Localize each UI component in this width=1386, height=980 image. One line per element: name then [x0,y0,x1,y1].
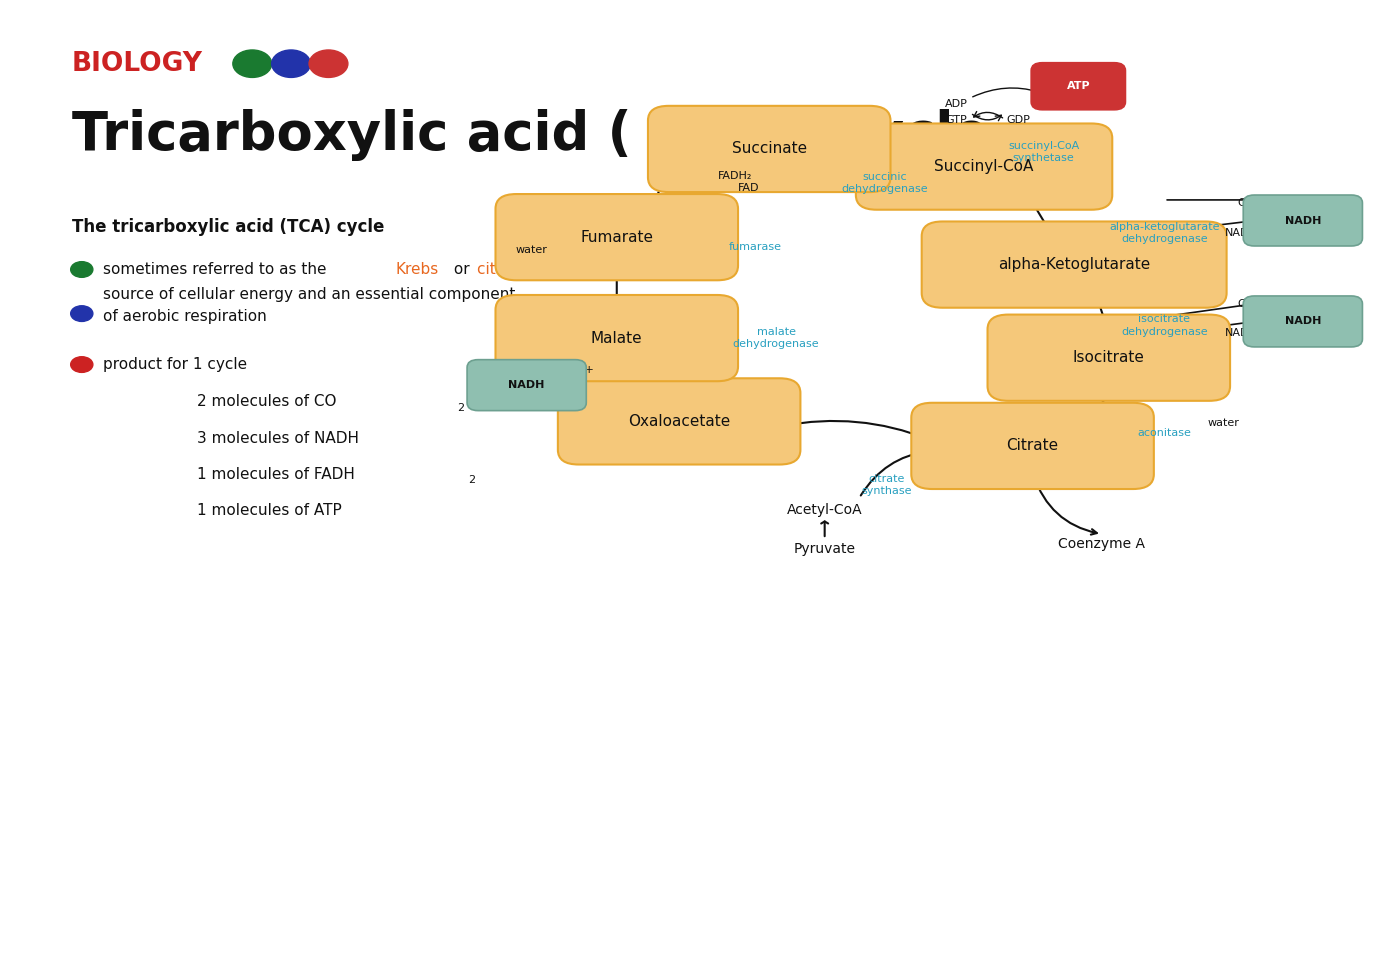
Text: Acetyl-CoA: Acetyl-CoA [787,503,862,516]
Circle shape [309,50,348,77]
Text: succinic
dehydrogenase: succinic dehydrogenase [841,172,927,194]
Text: Tricarboxylic acid (: Tricarboxylic acid ( [72,109,632,162]
Text: NADH: NADH [509,380,545,390]
FancyBboxPatch shape [467,360,586,411]
Text: alpha-Ketoglutarate: alpha-Ketoglutarate [998,257,1150,272]
FancyBboxPatch shape [1243,195,1362,246]
FancyBboxPatch shape [557,378,800,465]
Text: 2: 2 [468,475,475,485]
Text: 2: 2 [457,403,464,413]
Text: Fumarate: Fumarate [581,229,653,245]
Text: water: water [516,245,547,255]
Circle shape [233,50,272,77]
Text: NAD+: NAD+ [1225,228,1258,238]
FancyBboxPatch shape [912,403,1153,489]
FancyBboxPatch shape [496,295,737,381]
Text: Malate: Malate [590,330,643,346]
Text: 3 molecules of NADH: 3 molecules of NADH [197,430,359,446]
Text: or: or [449,262,474,277]
Circle shape [272,50,310,77]
Text: malate
dehydrogenase: malate dehydrogenase [733,327,819,349]
Text: FAD: FAD [737,183,760,193]
Text: isocitrate
dehydrogenase: isocitrate dehydrogenase [1121,315,1207,336]
FancyBboxPatch shape [649,106,891,192]
Text: sometimes referred to as the: sometimes referred to as the [103,262,331,277]
Text: ADP: ADP [945,99,967,109]
Text: TCA: TCA [689,109,804,162]
Text: alpha-ketoglutarate
dehydrogenase: alpha-ketoglutarate dehydrogenase [1109,222,1220,244]
Text: FADH₂: FADH₂ [718,172,753,181]
Text: Succinate: Succinate [732,141,807,157]
Text: Oxaloacetate: Oxaloacetate [628,414,730,429]
Text: GTP: GTP [945,115,967,124]
Text: CO₂: CO₂ [1238,198,1258,208]
Text: Isocitrate: Isocitrate [1073,350,1145,366]
Text: CO₂: CO₂ [1238,299,1258,309]
Text: 1 molecules of FADH: 1 molecules of FADH [197,466,355,482]
Text: aconitase: aconitase [1138,428,1191,438]
FancyBboxPatch shape [1031,63,1125,110]
Text: Succinyl-CoA: Succinyl-CoA [934,159,1034,174]
Text: 2 molecules of CO: 2 molecules of CO [197,394,337,410]
FancyBboxPatch shape [1243,296,1362,347]
FancyBboxPatch shape [987,315,1231,401]
FancyBboxPatch shape [855,123,1113,210]
Text: product for 1 cycle: product for 1 cycle [103,357,247,372]
Text: ) cycle: ) cycle [796,109,988,162]
Text: source of cellular energy and an essential component
of aerobic respiration: source of cellular energy and an essenti… [103,287,516,324]
Text: Pyruvate: Pyruvate [794,542,855,556]
Text: ATP: ATP [1066,81,1091,91]
FancyBboxPatch shape [922,221,1227,308]
Text: 1 molecules of ATP: 1 molecules of ATP [197,503,341,518]
Text: NADH: NADH [1285,317,1321,326]
Text: fumarase: fumarase [729,242,782,252]
Text: NADH: NADH [1285,216,1321,225]
FancyBboxPatch shape [496,194,737,280]
Circle shape [71,262,93,277]
Text: citrate
synthase: citrate synthase [862,474,912,496]
Text: BIOLOGY: BIOLOGY [72,51,204,76]
Text: water: water [1209,418,1239,428]
Text: Citrate: Citrate [1006,438,1059,454]
Text: Krebs: Krebs [395,262,438,277]
Circle shape [71,306,93,321]
Circle shape [71,357,93,372]
Text: NAD+: NAD+ [1225,328,1258,338]
Text: Coenzyme A: Coenzyme A [1059,537,1145,551]
Text: GDP: GDP [1006,115,1031,124]
Text: The tricarboxylic acid (TCA) cycle: The tricarboxylic acid (TCA) cycle [72,219,384,236]
Text: succinyl-CoA
synthetase: succinyl-CoA synthetase [1008,141,1080,163]
Text: NAD+: NAD+ [561,366,595,375]
Text: cycle: cycle [575,262,620,277]
Text: citric acid: citric acid [477,262,552,277]
